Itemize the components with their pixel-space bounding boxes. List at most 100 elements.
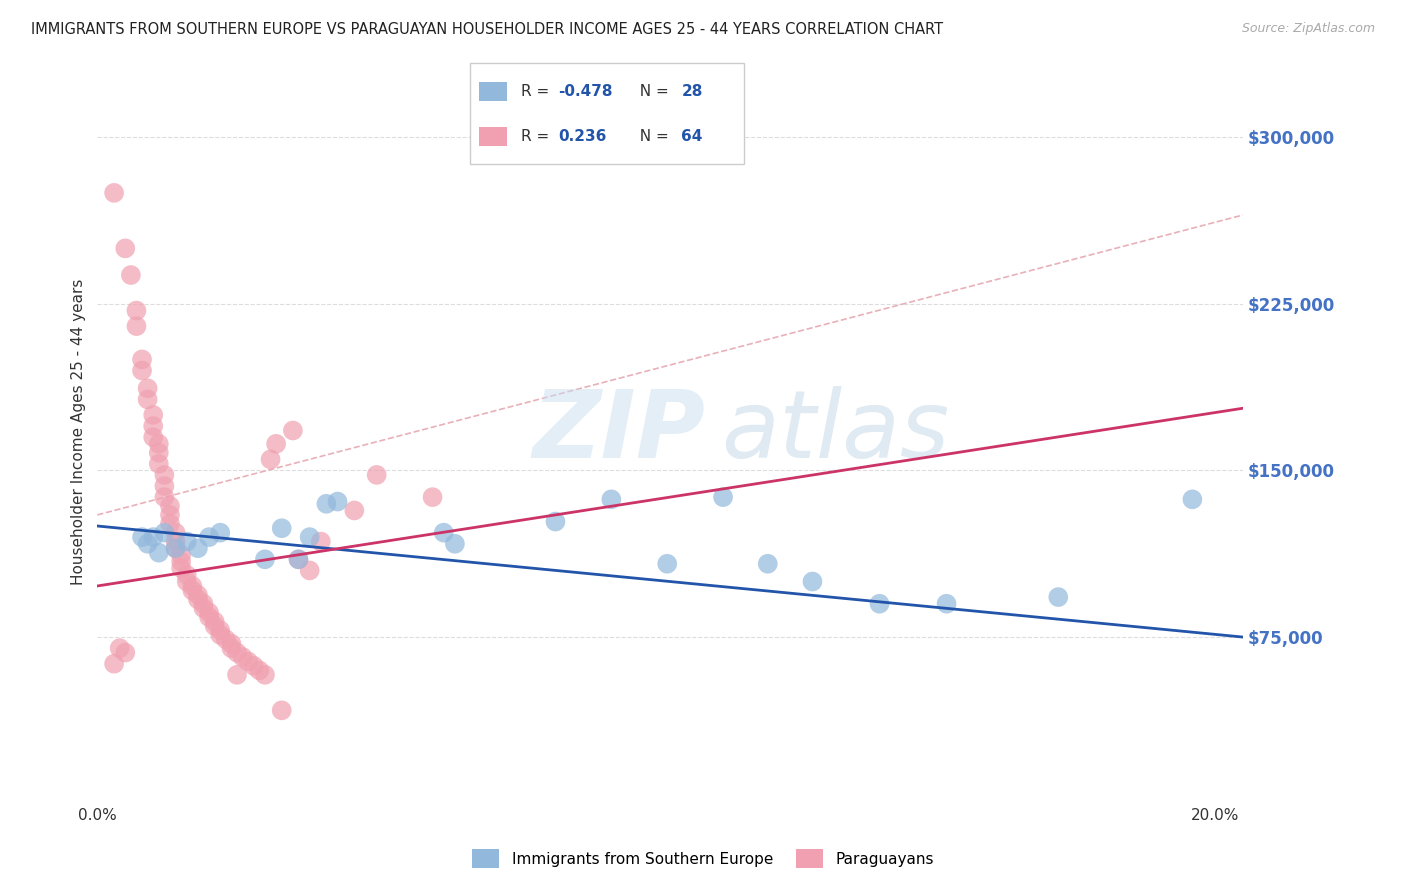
Point [226, 646, 249, 660]
Point [148, 437, 170, 451]
Point [326, 494, 349, 508]
Text: Source: ZipAtlas.com: Source: ZipAtlas.com [1241, 22, 1375, 36]
Point [142, 430, 165, 444]
Point [253, 668, 276, 682]
Point [165, 541, 187, 556]
Point [226, 668, 249, 682]
Point [801, 574, 824, 589]
Point [153, 490, 176, 504]
Point [114, 646, 136, 660]
Point [148, 446, 170, 460]
FancyBboxPatch shape [470, 63, 744, 164]
Text: -0.478: -0.478 [558, 84, 612, 99]
Point [142, 419, 165, 434]
Point [204, 615, 226, 629]
Point [204, 619, 226, 633]
Point [159, 516, 181, 531]
Point [120, 268, 142, 282]
Point [1047, 590, 1070, 604]
Point [125, 319, 148, 334]
Point [153, 525, 176, 540]
Point [198, 610, 221, 624]
Point [131, 352, 153, 367]
Point [309, 534, 332, 549]
Point [198, 530, 221, 544]
Text: 64: 64 [682, 128, 703, 144]
Point [136, 392, 159, 407]
Point [136, 381, 159, 395]
Point [193, 601, 215, 615]
Point [247, 664, 270, 678]
FancyBboxPatch shape [478, 127, 508, 145]
Point [238, 655, 260, 669]
Point [270, 521, 292, 535]
Point [114, 241, 136, 255]
Point [187, 541, 209, 556]
Point [142, 530, 165, 544]
Point [142, 408, 165, 422]
Legend: Immigrants from Southern Europe, Paraguayans: Immigrants from Southern Europe, Paragua… [464, 841, 942, 875]
Point [159, 499, 181, 513]
Point [209, 628, 232, 642]
Point [108, 641, 131, 656]
Point [253, 552, 276, 566]
Point [136, 537, 159, 551]
Point [198, 606, 221, 620]
Text: atlas: atlas [721, 386, 950, 477]
Point [600, 492, 623, 507]
Point [259, 452, 281, 467]
Point [422, 490, 444, 504]
Point [193, 597, 215, 611]
Y-axis label: Householder Income Ages 25 - 44 years: Householder Income Ages 25 - 44 years [72, 278, 86, 585]
Point [153, 479, 176, 493]
Point [444, 537, 467, 551]
Point [232, 650, 254, 665]
Point [270, 703, 292, 717]
Text: N =: N = [630, 128, 673, 144]
Point [343, 503, 366, 517]
Point [264, 437, 287, 451]
Point [935, 597, 957, 611]
Point [242, 659, 264, 673]
Point [165, 525, 187, 540]
Text: N =: N = [630, 84, 673, 99]
Point [103, 657, 125, 671]
Point [756, 557, 779, 571]
Point [165, 541, 187, 556]
Point [148, 457, 170, 471]
Point [153, 467, 176, 482]
Point [131, 363, 153, 377]
Point [221, 641, 243, 656]
Point [187, 592, 209, 607]
Point [215, 632, 238, 647]
Text: 0.236: 0.236 [558, 128, 606, 144]
Point [181, 579, 204, 593]
Point [544, 515, 567, 529]
Text: 28: 28 [682, 84, 703, 99]
Point [181, 583, 204, 598]
Point [170, 555, 193, 569]
Point [165, 534, 187, 549]
Point [176, 567, 198, 582]
Point [315, 497, 337, 511]
Point [176, 534, 198, 549]
Point [187, 588, 209, 602]
Point [287, 552, 309, 566]
Point [170, 548, 193, 562]
Point [125, 303, 148, 318]
Point [209, 525, 232, 540]
Point [281, 424, 304, 438]
Point [176, 574, 198, 589]
Point [1181, 492, 1204, 507]
Point [159, 508, 181, 522]
Text: IMMIGRANTS FROM SOUTHERN EUROPE VS PARAGUAYAN HOUSEHOLDER INCOME AGES 25 - 44 YE: IMMIGRANTS FROM SOUTHERN EUROPE VS PARAG… [31, 22, 943, 37]
FancyBboxPatch shape [478, 82, 508, 101]
Point [657, 557, 679, 571]
Point [298, 563, 321, 577]
Point [711, 490, 734, 504]
Point [209, 624, 232, 638]
Text: ZIP: ZIP [533, 385, 706, 477]
Point [103, 186, 125, 200]
Point [433, 525, 456, 540]
Point [869, 597, 891, 611]
